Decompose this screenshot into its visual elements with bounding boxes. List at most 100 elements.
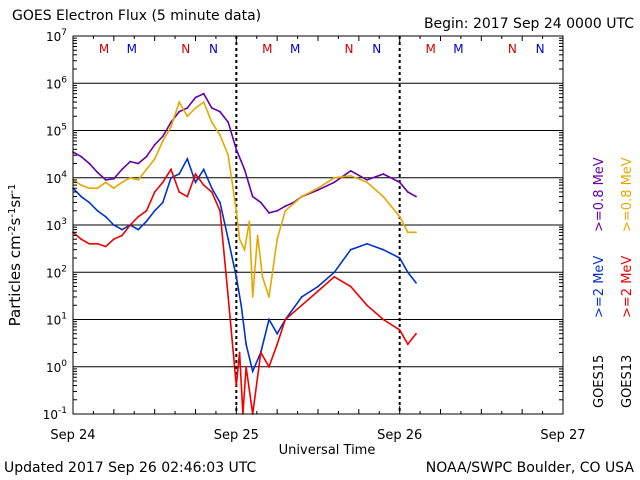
data-point [276, 238, 279, 241]
data-point [186, 158, 189, 160]
data-point [256, 234, 259, 237]
data-point [406, 191, 409, 193]
data-point [276, 343, 279, 346]
begin-time-label: Begin: 2017 Sep 24 0000 UTC [423, 16, 634, 32]
data-point [366, 179, 368, 181]
data-point [161, 140, 164, 142]
data-point [178, 173, 181, 175]
data-point [317, 290, 319, 292]
data-point [104, 215, 107, 218]
data-point [129, 176, 132, 179]
data-point [240, 304, 243, 307]
data-point [317, 189, 319, 191]
data-point [235, 148, 238, 151]
x-tick-label: Sep 24 [50, 428, 95, 443]
data-point [153, 143, 156, 146]
grid-layer [73, 36, 563, 414]
data-point [219, 110, 221, 113]
data-point [121, 234, 123, 237]
axis-layer: 10-1 100 101 102 103 104 105 106 107 Sep 24 Sep 25… [6, 28, 586, 443]
data-point [80, 155, 83, 158]
data-point [145, 220, 148, 223]
y-tick-label-1e2: 102 [46, 264, 67, 280]
data-point [121, 228, 123, 231]
data-point [415, 195, 417, 198]
data-point [366, 242, 368, 245]
data-point [88, 162, 91, 165]
data-point [88, 187, 91, 190]
data-point [382, 318, 385, 321]
legend-layer: GOES15 >=2 MeV >=0.8 MeV GOES13 >=2 MeV >=0.8… [592, 157, 635, 408]
data-point [366, 181, 368, 184]
satellite-position-marker: N [181, 42, 190, 56]
data-point [284, 318, 287, 321]
data-point [415, 231, 417, 234]
data-point [137, 215, 140, 218]
data-point [145, 168, 148, 171]
data-point [415, 281, 417, 284]
data-point [104, 179, 107, 181]
legend-goes15-2mev: >=2 MeV [592, 256, 607, 318]
satellite-position-marker: N [372, 42, 381, 56]
data-point [398, 329, 401, 331]
data-point [161, 181, 164, 184]
legend-goes15-08mev: >=0.8 MeV [592, 157, 607, 232]
data-point [145, 155, 148, 158]
data-point [178, 101, 181, 103]
data-point [186, 115, 189, 118]
data-point [406, 343, 409, 346]
data-point [80, 184, 83, 186]
satellite-position-marker: M [127, 42, 137, 56]
data-point [170, 168, 172, 171]
data-point [112, 177, 115, 180]
data-point [415, 332, 417, 335]
data-point [261, 275, 264, 278]
data-point [235, 384, 238, 387]
data-point [145, 209, 148, 212]
y-tick-label-1e6: 106 [46, 75, 67, 91]
data-point [80, 238, 83, 241]
data-point [349, 285, 352, 288]
legend-goes13-2mev: >=2 MeV [620, 256, 635, 318]
data-point [112, 187, 115, 190]
satellite-position-marker: N [345, 42, 354, 56]
data-point [349, 248, 352, 251]
data-point [317, 187, 319, 190]
data-point [251, 195, 254, 198]
data-point [170, 125, 172, 128]
data-point [382, 248, 385, 251]
data-point [210, 191, 213, 193]
y-tick-label-1e3: 103 [46, 217, 67, 233]
data-point [333, 176, 336, 179]
data-point [300, 195, 303, 198]
satellite-position-marker: N [209, 42, 218, 56]
data-point [121, 181, 123, 184]
legend-satellite-goes15: GOES15 [592, 355, 607, 408]
data-point [268, 296, 270, 298]
data-point [248, 220, 251, 223]
data-point [219, 201, 221, 204]
data-point [153, 209, 156, 212]
series-line-3 [72, 156, 417, 374]
data-point [243, 168, 246, 171]
data-point [398, 215, 401, 218]
satellite-position-marker: N [508, 42, 517, 56]
data-point [238, 351, 241, 354]
data-point [153, 158, 156, 160]
satellite-position-marker: M [262, 42, 272, 56]
data-point [251, 296, 254, 298]
data-point [161, 135, 164, 138]
y-tick-label-1e-1: 10-1 [43, 406, 67, 422]
data-point [194, 181, 197, 184]
data-point [227, 154, 230, 157]
data-point [202, 168, 205, 171]
data-point [104, 245, 107, 248]
data-point [243, 248, 246, 251]
data-point [194, 173, 197, 175]
data-point [398, 181, 401, 184]
data-point [153, 191, 156, 193]
data-point [104, 181, 107, 184]
y-tick-label-1e0: 100 [46, 359, 67, 375]
data-point [268, 318, 270, 321]
x-tick-label: Sep 25 [214, 428, 259, 443]
